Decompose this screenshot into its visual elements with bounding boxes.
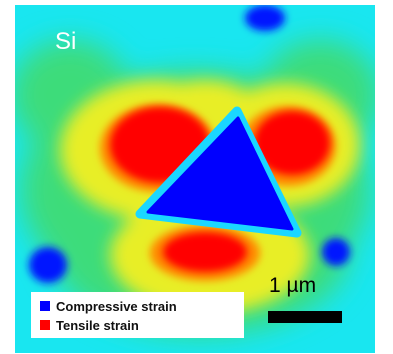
compressive-swatch-icon: [40, 301, 50, 311]
legend-label-compressive: Compressive strain: [56, 298, 177, 314]
scale-bar-label: 1 µm: [269, 274, 317, 297]
compressive-strain-region: [146, 116, 294, 231]
tensile-swatch-icon: [40, 320, 50, 330]
scale-bar: [268, 311, 342, 323]
legend: Compressive strain Tensile strain: [31, 292, 244, 338]
legend-label-tensile: Tensile strain: [56, 317, 139, 333]
legend-item-tensile: Tensile strain: [40, 316, 244, 334]
material-label: Si: [55, 28, 77, 55]
compressive-spots: [29, 5, 350, 283]
legend-item-compressive: Compressive strain: [40, 297, 244, 315]
